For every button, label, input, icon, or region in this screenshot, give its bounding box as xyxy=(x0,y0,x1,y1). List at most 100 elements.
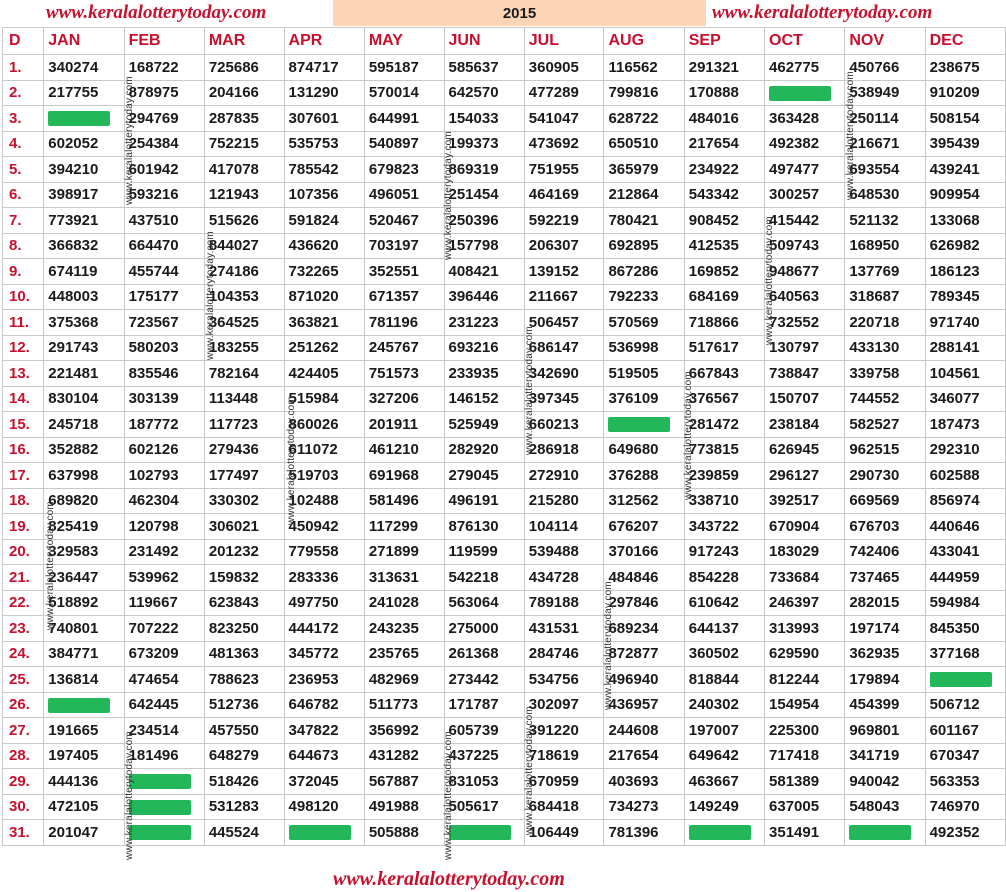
result-cell: 595187 xyxy=(363,54,445,81)
result-cell: 169852 xyxy=(683,258,766,285)
masked-result-cell xyxy=(123,819,205,846)
table-row: 12. 291743 580203 183255 251262 245767 693216 6… xyxy=(1,334,1006,361)
site-watermark-right[interactable]: www.keralalotterytoday.com xyxy=(712,2,933,23)
result-cell: 424405 xyxy=(283,360,365,387)
result-cell: 788623 xyxy=(203,666,285,693)
result-cell: 120798 xyxy=(123,513,205,540)
result-cell: 279436 xyxy=(203,436,285,463)
result-cell: 491988 xyxy=(363,793,445,820)
result-cell: 186123 xyxy=(924,258,1006,285)
table-row: 4. 602052 254384 752215 535753 540897 199373 47… xyxy=(1,130,1006,157)
result-cell: 246397 xyxy=(764,589,846,616)
result-cell: 649642 xyxy=(683,742,766,769)
result-cell: 509743 xyxy=(764,232,846,259)
result-cell: 206307 xyxy=(523,232,605,259)
redaction-bar xyxy=(769,85,832,101)
result-cell: 517617 xyxy=(683,334,766,361)
result-cell: 341719 xyxy=(844,742,926,769)
result-cell: 292310 xyxy=(924,436,1006,463)
day-number: 30. xyxy=(1,793,45,820)
table-row: 24. 384771 673209 481363 345772 235765 261368 2… xyxy=(1,640,1006,667)
result-cell: 106449 xyxy=(523,819,605,846)
result-cell: 878975 xyxy=(123,79,205,106)
vertical-watermark: www.keralalotterytoday.com xyxy=(524,706,535,835)
result-cell: 204166 xyxy=(203,79,285,106)
masked-result-cell xyxy=(123,768,205,795)
month-header-row: D JAN FEB MAR APR MAY JUN JUL AUG SEP OCT NOV DEC xyxy=(1,27,1006,55)
result-cell: 394210 xyxy=(43,156,125,183)
result-cell: 356992 xyxy=(363,717,445,744)
masked-result-cell xyxy=(123,793,205,820)
result-cell: 102793 xyxy=(123,462,205,489)
month-header-jun: JUN xyxy=(443,27,525,55)
result-cell: 570014 xyxy=(363,79,445,106)
result-cell: 508154 xyxy=(924,105,1006,132)
result-cell: 235765 xyxy=(363,640,445,667)
table-row: 17. 637998 102793 177497 519703 691968 279045 2… xyxy=(1,462,1006,489)
result-cell: 179894 xyxy=(844,666,926,693)
result-cell: 718866 xyxy=(683,309,766,336)
result-cell: 139152 xyxy=(523,258,605,285)
result-cell: 515626 xyxy=(203,207,285,234)
result-cell: 291321 xyxy=(683,54,766,81)
vertical-watermark: www.keralalotterytoday.com xyxy=(524,326,535,455)
result-cell: 867286 xyxy=(603,258,685,285)
result-cell: 339758 xyxy=(844,360,926,387)
result-cell: 481363 xyxy=(203,640,285,667)
result-cell: 642570 xyxy=(443,79,525,106)
table-row: 29. 444136 518426 372045 567887 831053 670959 4… xyxy=(1,768,1006,795)
day-number: 31. xyxy=(1,819,45,846)
result-cell: 505617 xyxy=(443,793,525,820)
day-number: 17. xyxy=(1,462,45,489)
result-cell: 239859 xyxy=(683,462,766,489)
result-cell: 474654 xyxy=(123,666,205,693)
result-cell: 818844 xyxy=(683,666,766,693)
site-watermark-bottom[interactable]: www.keralalotterytoday.com xyxy=(333,868,565,890)
day-number: 15. xyxy=(1,411,45,438)
table-row: 10. 448003 175177 104353 871020 671357 396446 2… xyxy=(1,283,1006,310)
result-cell: 440646 xyxy=(924,513,1006,540)
vertical-watermark: www.keralalotterytoday.com xyxy=(443,731,454,860)
result-cell: 703197 xyxy=(363,232,445,259)
day-number: 12. xyxy=(1,334,45,361)
result-cell: 534756 xyxy=(523,666,605,693)
result-cell: 233935 xyxy=(443,360,525,387)
month-header-may: MAY xyxy=(363,27,445,55)
day-number: 28. xyxy=(1,742,45,769)
result-cell: 628722 xyxy=(603,105,685,132)
month-header-sep: SEP xyxy=(683,27,766,55)
day-number: 19. xyxy=(1,513,45,540)
result-cell: 159832 xyxy=(203,564,285,591)
result-cell: 417078 xyxy=(203,156,285,183)
result-cell: 313631 xyxy=(363,564,445,591)
result-cell: 637005 xyxy=(764,793,846,820)
result-cell: 610642 xyxy=(683,589,766,616)
site-watermark-left[interactable]: www.keralalotterytoday.com xyxy=(46,2,267,23)
day-number: 1. xyxy=(1,54,45,81)
result-cell: 670959 xyxy=(523,768,605,795)
result-cell: 640563 xyxy=(764,283,846,310)
result-cell: 352882 xyxy=(43,436,125,463)
result-cell: 646782 xyxy=(283,691,365,718)
result-cell: 351491 xyxy=(764,819,846,846)
day-column-header: D xyxy=(1,27,45,55)
result-cell: 197007 xyxy=(683,717,766,744)
result-cell: 789188 xyxy=(523,589,605,616)
result-cell: 306021 xyxy=(203,513,285,540)
result-cell: 674119 xyxy=(43,258,125,285)
result-cell: 539962 xyxy=(123,564,205,591)
redaction-bar xyxy=(929,672,992,688)
result-cell: 302097 xyxy=(523,691,605,718)
result-cell: 626982 xyxy=(924,232,1006,259)
result-cell: 605739 xyxy=(443,717,525,744)
result-cell: 448003 xyxy=(43,283,125,310)
result-cell: 433130 xyxy=(844,334,926,361)
result-cell: 917243 xyxy=(683,538,766,565)
result-cell: 738847 xyxy=(764,360,846,387)
result-cell: 225300 xyxy=(764,717,846,744)
result-cell: 439241 xyxy=(924,156,1006,183)
result-cell: 412535 xyxy=(683,232,766,259)
result-cell: 231223 xyxy=(443,309,525,336)
result-cell: 570569 xyxy=(603,309,685,336)
result-cell: 506457 xyxy=(523,309,605,336)
